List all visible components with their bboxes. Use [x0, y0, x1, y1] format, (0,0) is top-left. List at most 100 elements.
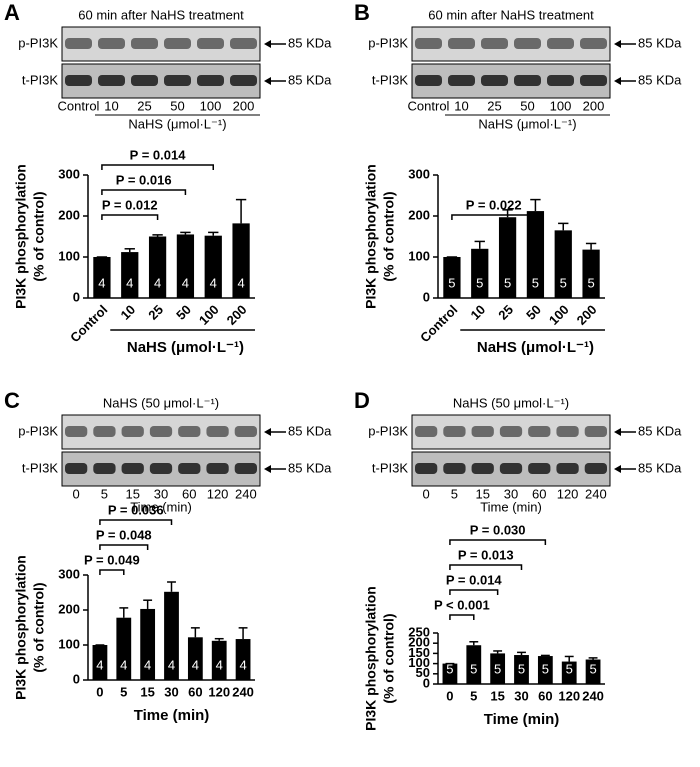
lane-label: 5 — [101, 486, 108, 501]
blot-arrowhead — [264, 40, 271, 48]
bar — [561, 661, 577, 684]
blot-arrowhead — [614, 40, 621, 48]
lane-label: 200 — [583, 98, 605, 113]
blot-marker: 85 KDa — [288, 72, 332, 87]
x-tick-label: Control — [67, 302, 110, 345]
x-tick-label: 5 — [120, 684, 127, 699]
y-tick-label: 200 — [408, 635, 430, 650]
blot-box — [411, 63, 611, 99]
blot-row-label: p-PI3K — [368, 423, 408, 438]
blot-arrowhead — [264, 465, 271, 473]
x-tick-label: 30 — [514, 688, 528, 703]
panel-label: D — [354, 388, 370, 413]
y-axis-label: (% of control) — [381, 191, 397, 281]
x-tick-label: 25 — [145, 302, 166, 323]
significance-label: P = 0.014 — [130, 147, 187, 162]
bar — [164, 591, 179, 680]
blot-row-label: t-PI3K — [22, 72, 58, 87]
bar — [140, 608, 156, 680]
significance-label: P = 0.036 — [108, 502, 164, 517]
lane-label: 100 — [550, 98, 572, 113]
x-tick-label: 0 — [96, 684, 103, 699]
y-tick-label: 200 — [58, 601, 80, 616]
n-label: 4 — [182, 275, 189, 290]
bar — [554, 230, 572, 298]
blot-band — [93, 426, 116, 437]
blot-band — [443, 426, 466, 437]
blot-arrowhead — [264, 428, 271, 436]
blot-band — [164, 38, 191, 49]
y-tick-label: 300 — [58, 566, 80, 581]
n-label: 5 — [518, 661, 525, 676]
panel-label: A — [4, 0, 20, 25]
x-tick-label: 100 — [196, 302, 222, 328]
y-tick-label: 300 — [58, 166, 80, 181]
n-label: 4 — [144, 657, 151, 672]
n-label: 5 — [476, 275, 483, 290]
blot-band — [547, 38, 574, 49]
blot-band — [121, 426, 144, 437]
n-label: 4 — [216, 657, 223, 672]
y-tick-label: 50 — [416, 665, 430, 680]
significance-bracket — [449, 564, 523, 570]
y-tick-label: 0 — [73, 289, 80, 304]
blot-band — [65, 38, 92, 49]
lane-label: 120 — [207, 486, 229, 501]
blot-band — [149, 463, 173, 474]
x-axis-label: NaHS (μmol·L⁻¹) — [127, 339, 244, 356]
blot-x-label: Time (min) — [130, 499, 192, 514]
blot-marker: 85 KDa — [288, 35, 332, 50]
blot-arrowhead — [264, 77, 271, 85]
n-label: 4 — [168, 657, 175, 672]
n-label: 4 — [237, 275, 244, 290]
blot-band — [443, 463, 466, 474]
significance-bracket — [101, 214, 159, 220]
blot-band — [547, 75, 574, 86]
significance-bracket — [99, 569, 125, 575]
blot-band — [471, 463, 494, 474]
x-tick-label: 200 — [574, 302, 600, 328]
y-axis-label: PI3K phosphorylation — [363, 586, 379, 731]
significance-label: P < 0.001 — [434, 597, 490, 612]
blot-arrowhead — [614, 428, 621, 436]
y-tick-label: 100 — [58, 248, 80, 263]
y-tick-label: 300 — [408, 166, 430, 181]
n-label: 5 — [560, 275, 567, 290]
blot-marker: 85 KDa — [638, 35, 682, 50]
blot-band — [556, 426, 579, 437]
blot-header: NaHS (50 μmol·L⁻¹) — [103, 395, 219, 410]
significance-label: P = 0.022 — [466, 197, 522, 212]
lane-label: 10 — [104, 98, 118, 113]
bar — [235, 639, 251, 680]
bar — [442, 663, 458, 684]
significance-label: P = 0.030 — [470, 522, 526, 537]
x-tick-label: 240 — [232, 684, 254, 699]
bar — [471, 248, 489, 298]
blot-band — [415, 463, 438, 474]
y-tick-label: 250 — [408, 624, 430, 639]
blot-band — [230, 75, 257, 86]
blot-band — [178, 463, 201, 474]
blot-band — [481, 38, 508, 49]
blot-band — [448, 75, 475, 86]
x-tick-label: 10 — [467, 302, 488, 323]
n-label: 5 — [446, 661, 453, 676]
x-tick-label: Control — [417, 302, 460, 345]
x-tick-label: 5 — [470, 688, 477, 703]
blot-arrowhead — [614, 465, 621, 473]
bar — [585, 659, 601, 684]
y-tick-label: 100 — [408, 248, 430, 263]
n-label: 5 — [542, 661, 549, 676]
blot-band — [415, 75, 442, 86]
n-label: 5 — [589, 661, 596, 676]
y-tick-label: 0 — [73, 671, 80, 686]
bar — [187, 637, 203, 680]
y-tick-label: 0 — [423, 289, 430, 304]
x-tick-label: 15 — [490, 688, 504, 703]
blot-band — [234, 426, 257, 437]
blot-band — [528, 463, 551, 474]
n-label: 4 — [192, 657, 199, 672]
x-tick-label: 30 — [164, 684, 178, 699]
x-tick-label: 100 — [546, 302, 572, 328]
x-tick-label: 60 — [188, 684, 202, 699]
